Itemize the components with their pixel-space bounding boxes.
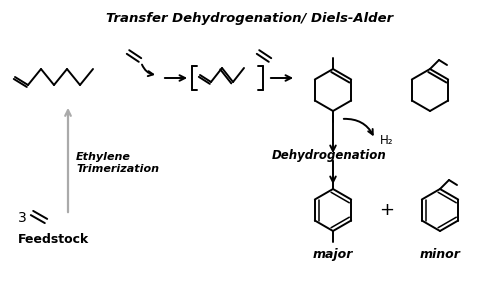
Text: 3: 3: [18, 211, 27, 225]
Text: major: major: [313, 248, 353, 261]
Text: Ethylene
Trimerization: Ethylene Trimerization: [76, 152, 159, 174]
Text: H₂: H₂: [380, 135, 394, 147]
Text: minor: minor: [420, 248, 461, 261]
Text: +: +: [379, 201, 394, 219]
Text: Transfer Dehydrogenation/ Diels-Alder: Transfer Dehydrogenation/ Diels-Alder: [106, 12, 394, 25]
Text: Dehydrogenation: Dehydrogenation: [272, 149, 387, 162]
Text: Feedstock: Feedstock: [18, 233, 89, 246]
